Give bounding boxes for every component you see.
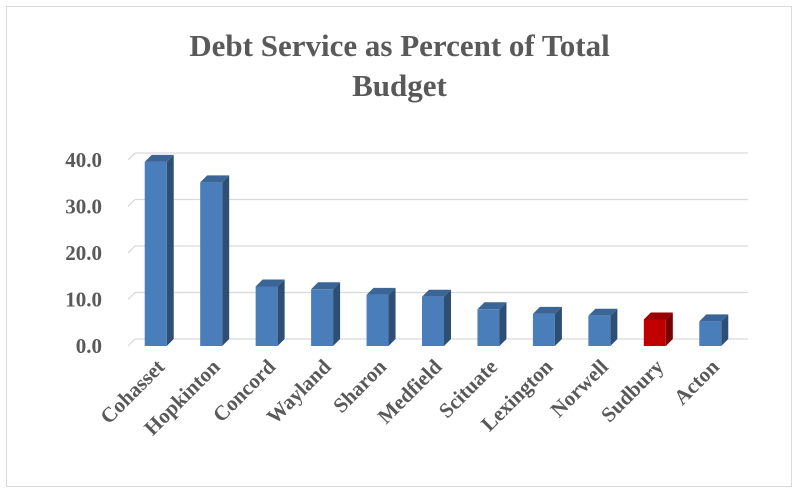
x-tick-label: Sudbury [596,354,669,427]
x-axis: CohassetHopkintonConcordWaylandSharonMed… [95,354,724,440]
bars [144,154,729,346]
bar-cohasset [144,154,174,346]
bar-medfield [422,289,451,346]
bar-hopkinton [200,175,230,346]
y-tick-label: 20.0 [65,241,102,265]
bar-sudbury [643,312,673,346]
gridline [127,152,748,161]
bar-norwell [588,308,618,346]
gridline [127,245,748,254]
bar-acton [699,314,729,346]
bar-wayland [311,282,341,346]
y-tick-label: 0.0 [76,334,102,358]
y-tick-label: 40.0 [65,148,102,172]
bar-concord [255,279,285,346]
gridline [127,291,748,300]
bar-scituate [477,302,507,346]
chart-title: Debt Service as Percent of Total Budget [0,26,799,106]
chart-title-line-1: Debt Service as Percent of Total [189,28,610,63]
x-tick-label: Acton [669,354,724,409]
gridline [127,198,748,207]
bar-lexington [532,306,562,346]
y-axis: 0.0 10.0 20.0 30.0 40.0 [65,148,102,358]
y-tick-label: 30.0 [65,195,102,219]
bar-sharon [366,287,396,346]
chart-title-line-2: Budget [352,68,447,103]
y-tick-label: 10.0 [65,288,102,312]
